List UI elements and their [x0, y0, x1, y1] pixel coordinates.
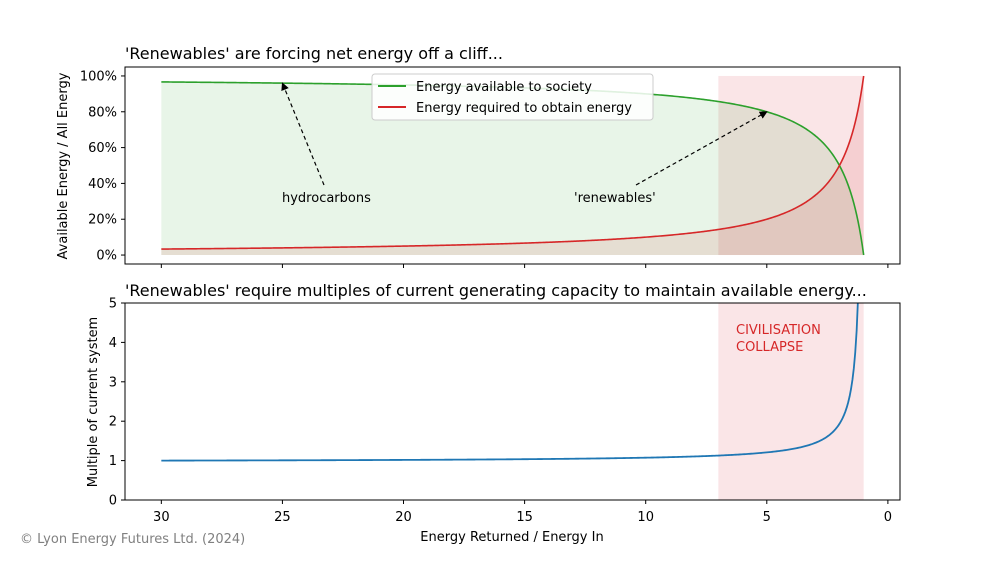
top-y-tick-label: 60% — [88, 141, 117, 156]
area-energy-available — [161, 81, 864, 256]
top-y-tick-label: 40% — [88, 177, 117, 192]
top-y-tick-label: 20% — [88, 213, 117, 228]
bottom-x-tick-label: 20 — [395, 510, 412, 525]
bottom-x-tick-label: 30 — [153, 510, 170, 525]
legend-label-required: Energy required to obtain energy — [416, 101, 632, 116]
collapse-label-line2: COLLAPSE — [736, 340, 803, 355]
bottom-x-tick-label: 25 — [274, 510, 291, 525]
bottom-plot-frame — [124, 302, 901, 501]
bottom-chart: 30 25 20 15 10 5 0 0 1 2 3 4 5 'Renewables' require… — [86, 281, 901, 545]
area-energy-required — [161, 75, 864, 256]
top-y-tick-label: 100% — [80, 69, 117, 84]
bottom-y-tick-label: 3 — [109, 375, 117, 390]
bottom-x-tick-label: 15 — [516, 510, 533, 525]
x-axis-label: Energy Returned / Energy In — [420, 530, 603, 545]
bottom-y-axis-label: Multiple of current system — [86, 317, 101, 487]
collapse-label-line1: CIVILISATION — [736, 323, 821, 338]
legend-label-available: Energy available to society — [416, 80, 592, 95]
bottom-x-tick-label: 10 — [637, 510, 654, 525]
bottom-y-tick-label: 4 — [109, 336, 117, 351]
copyright-notice: © Lyon Energy Futures Ltd. (2024) — [20, 532, 245, 547]
hydrocarbons-annotation: hydrocarbons — [282, 191, 371, 206]
line-capacity-multiple — [161, 303, 859, 462]
top-chart: 0% 20% 40% 60% 80% 100% 'Renewables' are forc… — [56, 44, 901, 268]
bottom-x-tick-label: 5 — [763, 510, 771, 525]
bottom-y-tick-label: 1 — [109, 454, 117, 469]
bottom-y-tick-label: 5 — [109, 297, 117, 312]
hydrocarbons-arrow — [281, 82, 325, 186]
bottom-collapse-region — [718, 303, 864, 500]
renewables-annotation: 'renewables' — [574, 191, 656, 206]
bottom-y-tick-label: 0 — [109, 494, 117, 509]
top-chart-title: 'Renewables' are forcing net energy off … — [125, 44, 503, 63]
bottom-x-tick-label: 0 — [884, 510, 892, 525]
top-y-tick-label: 80% — [88, 105, 117, 120]
top-y-axis-label: Available Energy / All Energy — [56, 72, 71, 259]
renewables-arrow — [635, 111, 768, 186]
top-y-tick-label: 0% — [96, 249, 117, 264]
bottom-y-tick-label: 2 — [109, 415, 117, 430]
top-legend: Energy available to society Energy requi… — [371, 73, 654, 121]
top-plot-frame — [124, 66, 901, 265]
line-energy-required — [161, 75, 865, 250]
bottom-chart-title: 'Renewables' require multiples of curren… — [125, 281, 867, 300]
